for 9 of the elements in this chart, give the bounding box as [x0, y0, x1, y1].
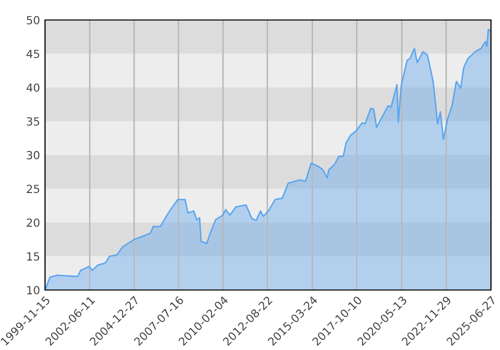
y-tick-label: 30 [26, 150, 40, 160]
y-tick-label: 10 [27, 286, 40, 294]
y-tick-label: 40 [26, 83, 40, 92]
y-tick-label: 45 [26, 50, 40, 58]
y-tick-label: 15 [27, 252, 40, 261]
y-tick-label: 50 [26, 16, 40, 24]
y-tick-label: 25 [26, 184, 40, 194]
y-tick-label: 20 [26, 218, 40, 227]
y-tick-label: 35 [26, 117, 40, 126]
